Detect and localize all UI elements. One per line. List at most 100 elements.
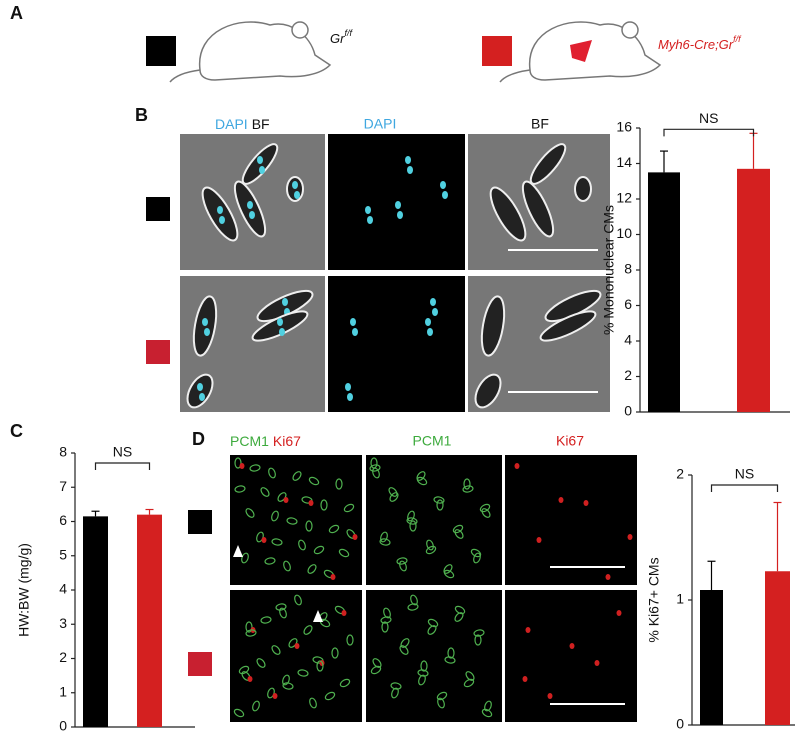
cell	[233, 708, 245, 718]
significance-label: NS	[735, 466, 754, 482]
cell	[407, 510, 415, 522]
significance-bracket	[94, 462, 151, 470]
cell	[440, 181, 446, 189]
cell	[245, 508, 255, 518]
significance-label: NS	[113, 444, 132, 460]
cell	[443, 569, 455, 579]
y-tick-label: 14	[616, 154, 632, 170]
cell	[574, 176, 592, 202]
cell	[409, 520, 417, 532]
cell	[341, 610, 347, 616]
image-label: DAPI	[364, 116, 397, 132]
cell	[396, 557, 408, 565]
cell	[406, 517, 418, 525]
cell	[407, 166, 413, 174]
mutant-swatch	[188, 652, 212, 676]
mutant-swatch	[146, 340, 170, 364]
cell	[324, 691, 336, 701]
cell	[399, 560, 407, 572]
cell	[447, 647, 455, 659]
y-tick-label: 1	[676, 591, 684, 607]
y-axis-label: % Mononuclear CMs	[601, 205, 617, 335]
cell	[417, 669, 429, 677]
cell	[383, 607, 391, 619]
bar	[648, 172, 680, 412]
micrograph	[230, 590, 362, 722]
control-swatch	[146, 197, 170, 221]
cell	[247, 676, 253, 682]
cell	[261, 537, 267, 543]
cell	[463, 678, 475, 688]
cell	[425, 545, 437, 555]
cell	[369, 464, 381, 472]
y-tick-label: 5	[59, 546, 67, 562]
cell	[347, 393, 353, 401]
cell	[202, 318, 208, 326]
significance-bracket	[710, 484, 779, 492]
cell	[452, 524, 464, 534]
cell	[416, 476, 428, 486]
cell	[430, 298, 436, 306]
y-tick-label: 0	[624, 403, 632, 419]
cell	[283, 497, 289, 503]
cell	[331, 647, 339, 659]
cell	[427, 625, 437, 635]
micrograph	[505, 590, 637, 722]
cell	[484, 700, 492, 712]
cell	[405, 156, 411, 164]
y-tick-label: 6	[624, 296, 632, 312]
cell	[521, 180, 555, 238]
cell	[197, 383, 203, 391]
cell	[480, 295, 506, 357]
cell	[481, 508, 491, 518]
cell	[569, 643, 575, 649]
cell	[432, 308, 438, 316]
image-label: DAPI BF	[215, 116, 270, 132]
cell	[425, 318, 431, 326]
cell	[367, 216, 373, 224]
cell	[294, 594, 302, 606]
cell	[525, 627, 531, 633]
cell	[271, 645, 281, 655]
cell	[316, 660, 324, 672]
cell	[352, 534, 358, 540]
cell	[256, 658, 266, 668]
cell	[539, 310, 597, 342]
cell	[627, 534, 633, 540]
cell	[427, 618, 439, 628]
cell	[238, 665, 250, 675]
mouse-icon	[169, 21, 332, 83]
bar	[737, 168, 770, 412]
cell	[489, 186, 527, 242]
image-label: BF	[531, 116, 549, 132]
cell	[583, 500, 589, 506]
cell	[217, 206, 223, 214]
cell	[264, 557, 276, 565]
image-label: Ki67	[556, 433, 584, 449]
cell	[279, 328, 285, 336]
cell	[437, 697, 445, 709]
cell	[479, 503, 491, 513]
cell	[245, 629, 257, 637]
cell	[454, 529, 464, 539]
cell	[282, 298, 288, 306]
y-tick-label: 2	[59, 649, 67, 665]
cell	[339, 678, 351, 688]
cell	[252, 700, 260, 712]
cell	[298, 539, 306, 551]
cell	[463, 478, 471, 490]
cell	[474, 634, 482, 646]
y-tick-label: 2	[624, 367, 632, 383]
y-tick-label: 10	[616, 225, 632, 241]
cell	[436, 499, 444, 511]
cell	[330, 574, 336, 580]
cell	[350, 318, 356, 326]
cell	[219, 216, 225, 224]
y-axis-label: % Ki67+ CMs	[646, 557, 662, 642]
micrograph	[505, 455, 637, 585]
bar	[700, 590, 723, 725]
cell	[328, 524, 340, 534]
cell	[277, 318, 283, 326]
cell	[282, 674, 290, 686]
arrowhead	[233, 545, 243, 557]
